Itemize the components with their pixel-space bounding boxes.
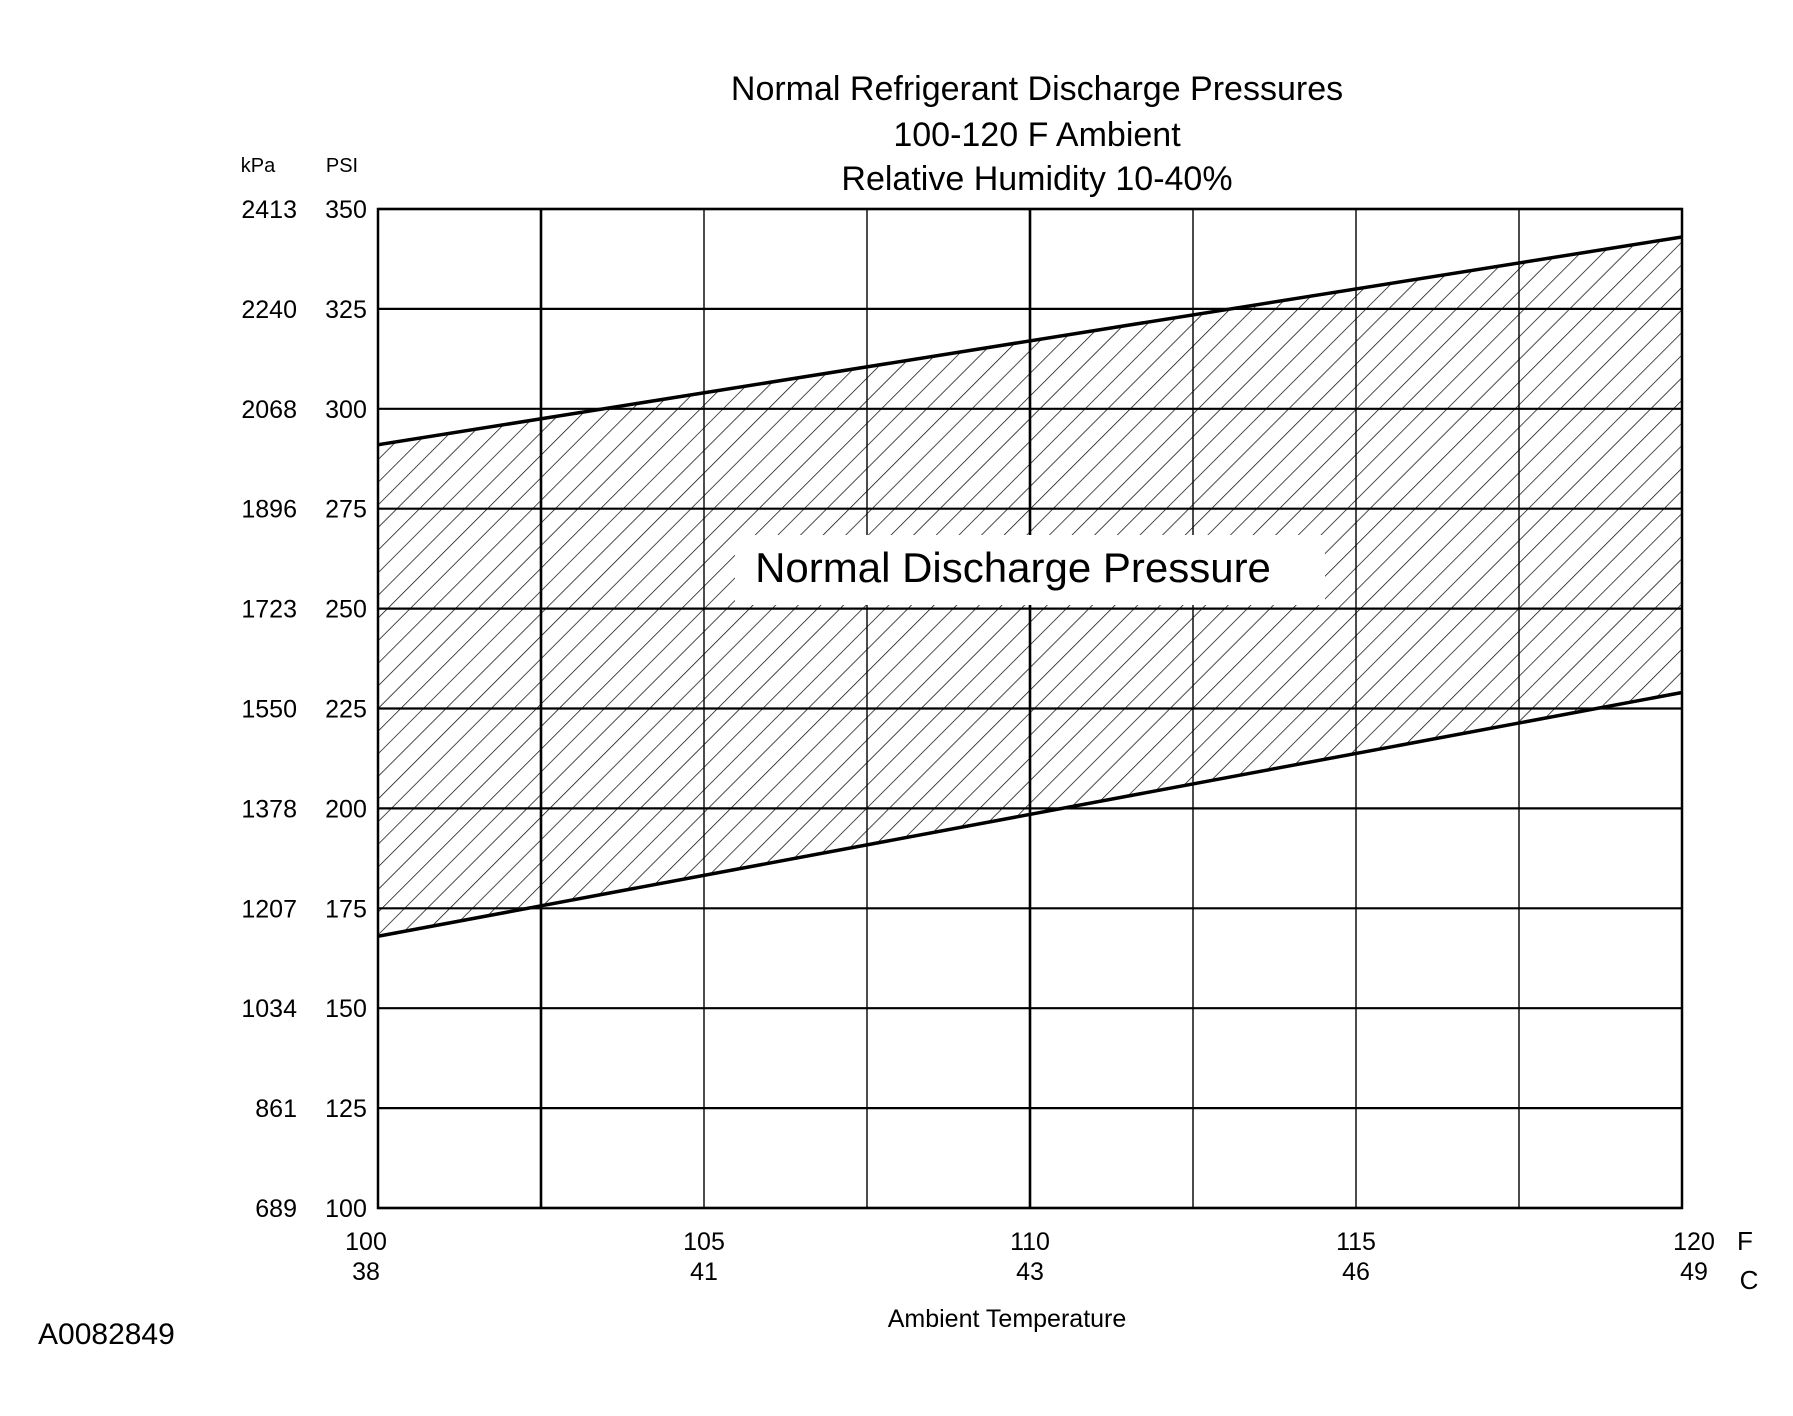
x-tick-label-c: 46 (1342, 1258, 1370, 1286)
y-tick-labels: 2413 350 2240 325 2068 300 1896 275 1723 250 1550 2… (241, 196, 366, 1223)
y-tick-label-kpa: 2068 (241, 396, 297, 424)
x-unit-f: F (1737, 1226, 1753, 1256)
x-unit-c: C (1740, 1265, 1759, 1295)
y-tick-label-kpa: 2413 (241, 196, 297, 224)
y-tick-label-psi: 275 (325, 496, 367, 524)
title-line-2: 100-120 F Ambient (893, 116, 1181, 154)
y-tick-label-psi: 300 (325, 396, 367, 424)
y-tick-label-kpa: 861 (255, 1095, 297, 1123)
y-unit-kpa: kPa (241, 155, 276, 177)
y-tick-label-kpa: 1378 (241, 795, 297, 823)
y-tick-label-psi: 325 (325, 296, 367, 324)
x-tick-label-c: 49 (1680, 1258, 1708, 1286)
plot-frame (376, 207, 1684, 1210)
y-tick-label-kpa: 1896 (241, 496, 297, 524)
x-tick-label-c: 38 (352, 1258, 380, 1286)
region-label: Normal Discharge Pressure (755, 544, 1271, 591)
x-tick-label-f: 105 (683, 1228, 725, 1256)
y-tick-label-psi: 225 (325, 696, 367, 724)
x-tick-label-f: 100 (345, 1228, 387, 1256)
x-tick-label-f: 115 (1336, 1228, 1376, 1256)
y-tick-label-psi: 350 (325, 196, 367, 224)
y-tick-label-kpa: 1723 (241, 596, 297, 624)
x-tick-label-c: 41 (690, 1258, 718, 1286)
title-line-3: Relative Humidity 10-40% (841, 160, 1232, 198)
x-tick-label-f: 110 (1010, 1228, 1050, 1256)
x-tick-label-f: 120 (1673, 1228, 1715, 1256)
x-tick-label-c: 43 (1016, 1258, 1044, 1286)
y-tick-label-kpa: 2240 (241, 296, 297, 324)
upper-limit-line (377, 235, 1683, 447)
figure-id: A0082849 (38, 1318, 175, 1351)
y-tick-label-kpa: 1034 (241, 995, 297, 1023)
chart-title: Normal Refrigerant Discharge Pressures 1… (731, 70, 1343, 198)
lower-limit-line (377, 690, 1683, 938)
y-tick-label-psi: 250 (325, 596, 367, 624)
y-unit-psi: PSI (326, 155, 358, 177)
y-tick-label-psi: 150 (325, 995, 367, 1023)
y-tick-label-psi: 100 (325, 1195, 367, 1223)
y-tick-label-kpa: 1550 (241, 696, 297, 724)
y-tick-label-psi: 200 (325, 795, 367, 823)
region-label-background (735, 535, 1325, 605)
y-tick-label-kpa: 1207 (241, 895, 297, 923)
x-axis-label: Ambient Temperature (888, 1305, 1127, 1333)
chart-grid (378, 207, 1683, 1210)
y-tick-label-psi: 175 (325, 895, 367, 923)
title-line-1: Normal Refrigerant Discharge Pressures (731, 70, 1343, 108)
y-tick-label-psi: 125 (325, 1095, 367, 1123)
y-tick-label-kpa: 689 (255, 1195, 297, 1223)
